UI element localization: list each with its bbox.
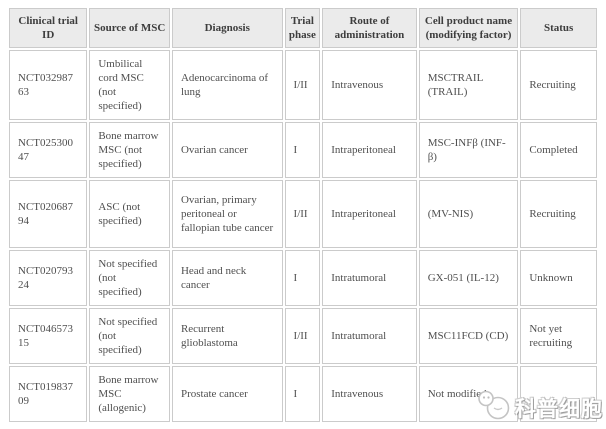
column-header-trial-id: Clinical trial ID (9, 8, 88, 48)
cell-route: Intravenous (322, 366, 417, 422)
cell-diagnosis: Ovarian cancer (171, 122, 283, 178)
cell-phase: I (284, 366, 321, 422)
cell-phase: I/II (284, 308, 321, 364)
cell-route: Intraperitoneal (322, 122, 417, 178)
header-row: Clinical trial ID Source of MSC Diagnosi… (9, 8, 597, 48)
table-row: NCT02530047 Bone marrow MSC (not specifi… (9, 122, 597, 178)
cell-diagnosis: Adenocarcinoma of lung (171, 50, 283, 120)
cell-trial-id: NCT04657315 (9, 308, 88, 364)
clinical-trials-table: Clinical trial ID Source of MSC Diagnosi… (7, 6, 599, 424)
table-row: NCT01983709 Bone marrow MSC (allogenic) … (9, 366, 597, 422)
cell-product: MSC-INFβ (INF-β) (418, 122, 519, 178)
cell-trial-id: NCT02068794 (9, 180, 88, 248)
cell-status: Recruiting (520, 50, 597, 120)
table-row: NCT02068794 ASC (not specified) Ovarian,… (9, 180, 597, 248)
cell-diagnosis: Head and neck cancer (171, 250, 283, 306)
column-header-route: Route of administration (322, 8, 417, 48)
column-header-diagnosis: Diagnosis (171, 8, 283, 48)
cell-diagnosis: Ovarian, primary peritoneal or fallopian… (171, 180, 283, 248)
cell-status (520, 366, 597, 422)
cell-product: Not modified (418, 366, 519, 422)
cell-status: Unknown (520, 250, 597, 306)
table-row: NCT02079324 Not specified (not specified… (9, 250, 597, 306)
cell-route: Intravenous (322, 50, 417, 120)
column-header-status: Status (520, 8, 597, 48)
cell-product: (MV-NIS) (418, 180, 519, 248)
cell-diagnosis: Prostate cancer (171, 366, 283, 422)
cell-status: Recruiting (520, 180, 597, 248)
cell-source: Not specified (not specified) (89, 308, 170, 364)
cell-trial-id: NCT01983709 (9, 366, 88, 422)
table-row: NCT03298763 Umbilical cord MSC (not spec… (9, 50, 597, 120)
cell-source: Bone marrow MSC (not specified) (89, 122, 170, 178)
cell-diagnosis: Recurrent glioblastoma (171, 308, 283, 364)
cell-trial-id: NCT03298763 (9, 50, 88, 120)
cell-phase: I/II (284, 50, 321, 120)
cell-phase: I (284, 122, 321, 178)
column-header-source: Source of MSC (89, 8, 170, 48)
cell-source: Not specified (not specified) (89, 250, 170, 306)
column-header-phase: Trial phase (284, 8, 321, 48)
table-row: NCT04657315 Not specified (not specified… (9, 308, 597, 364)
cell-product: MSCTRAIL (TRAIL) (418, 50, 519, 120)
cell-source: Bone marrow MSC (allogenic) (89, 366, 170, 422)
cell-phase: I (284, 250, 321, 306)
cell-source: ASC (not specified) (89, 180, 170, 248)
column-header-product: Cell product name (modifying factor) (418, 8, 519, 48)
cell-status: Not yet recruiting (520, 308, 597, 364)
cell-route: Intraperitoneal (322, 180, 417, 248)
cell-product: GX-051 (IL-12) (418, 250, 519, 306)
cell-route: Intratumoral (322, 250, 417, 306)
cell-product: MSC11FCD (CD) (418, 308, 519, 364)
cell-status: Completed (520, 122, 597, 178)
page: Clinical trial ID Source of MSC Diagnosi… (0, 6, 606, 429)
cell-trial-id: NCT02079324 (9, 250, 88, 306)
cell-source: Umbilical cord MSC (not specified) (89, 50, 170, 120)
cell-phase: I/II (284, 180, 321, 248)
cell-route: Intratumoral (322, 308, 417, 364)
cell-trial-id: NCT02530047 (9, 122, 88, 178)
